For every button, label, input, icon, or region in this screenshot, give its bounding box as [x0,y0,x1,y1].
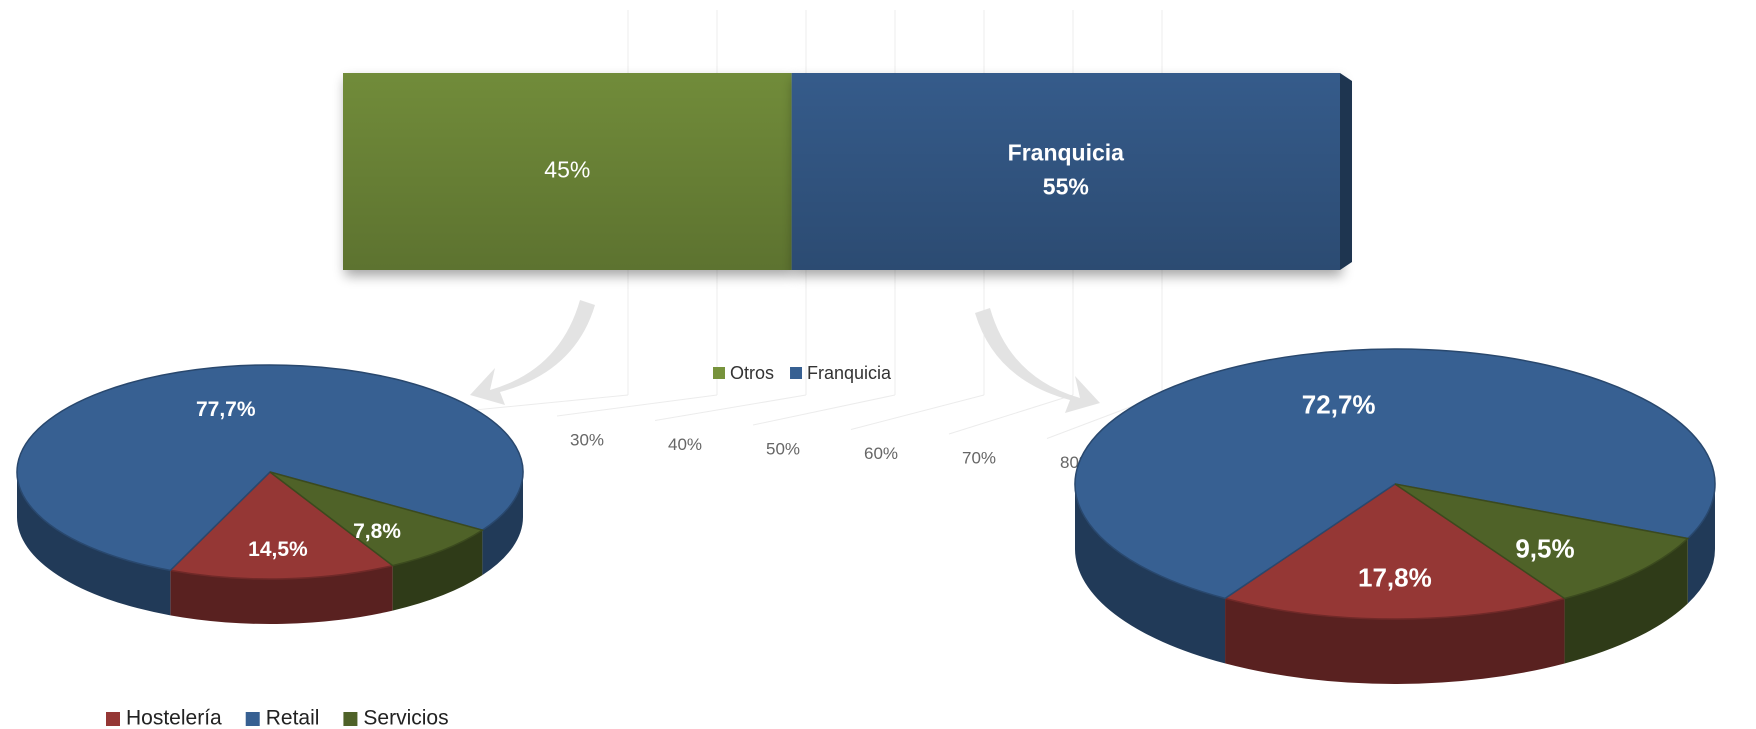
pie-slice-side [1564,538,1688,664]
x-tick-label: 60% [864,444,898,463]
data-label: 17,8% [1358,563,1432,593]
legend-swatch [713,367,725,379]
x-tick-label: 30% [570,430,604,449]
pie-slice [1223,483,1567,620]
pie-slice [1074,348,1716,600]
legend-label: Otros [730,363,774,383]
x-tick-label: 70% [962,448,996,467]
background-layer: 20%30%40%50%60%70%80%45%Franquicia55%Otr… [343,10,1352,472]
pie-slice [269,471,485,567]
legend-swatch [106,712,120,726]
pie-slice [16,364,524,572]
legend-label: Servicios [363,707,448,729]
x-tick-label: 40% [668,435,702,454]
floor-line [850,394,985,430]
pie-slice [1394,483,1690,600]
floor-line [948,394,1074,435]
legend-swatch [343,712,358,726]
arrow-right [975,308,1100,413]
data-label: 9,5% [1515,534,1574,564]
floor-line [752,394,896,426]
x-tick-label: 50% [766,439,800,458]
bar-shading [791,73,1340,270]
bar-shading [343,73,792,270]
data-label: 77,7% [196,398,256,421]
data-label: 45% [544,157,590,183]
floor-line [458,394,629,412]
pie-slice-side [482,472,523,576]
pie-layer: 14,5% 77,7% 7,8% Hostelería Retail Servicios 1… [16,348,1716,729]
legend-label: Hostelería [126,707,222,729]
data-label-name: Franquicia [1008,140,1125,166]
pie-slice-side [392,530,483,611]
pie-slice-side [1225,598,1565,684]
data-label: 72,7% [1302,389,1376,419]
floor-line [556,394,718,417]
floor-line [654,394,807,421]
pie-slice-side [1075,484,1226,664]
pie-slice-side [1687,484,1715,604]
data-label: 14,5% [248,538,308,561]
legend-swatch [245,712,260,726]
bar-end-cap [1340,73,1352,270]
pie-slice [168,471,395,580]
legend-label: Franquicia [807,363,892,383]
arrow-left [470,300,595,405]
data-label: 7,8% [353,520,401,543]
legend-swatch [790,367,803,379]
pie-slice-side [170,565,393,624]
data-label: 55% [1043,174,1089,200]
pie-slice-side [17,472,171,616]
legend-label: Retail [266,707,320,729]
